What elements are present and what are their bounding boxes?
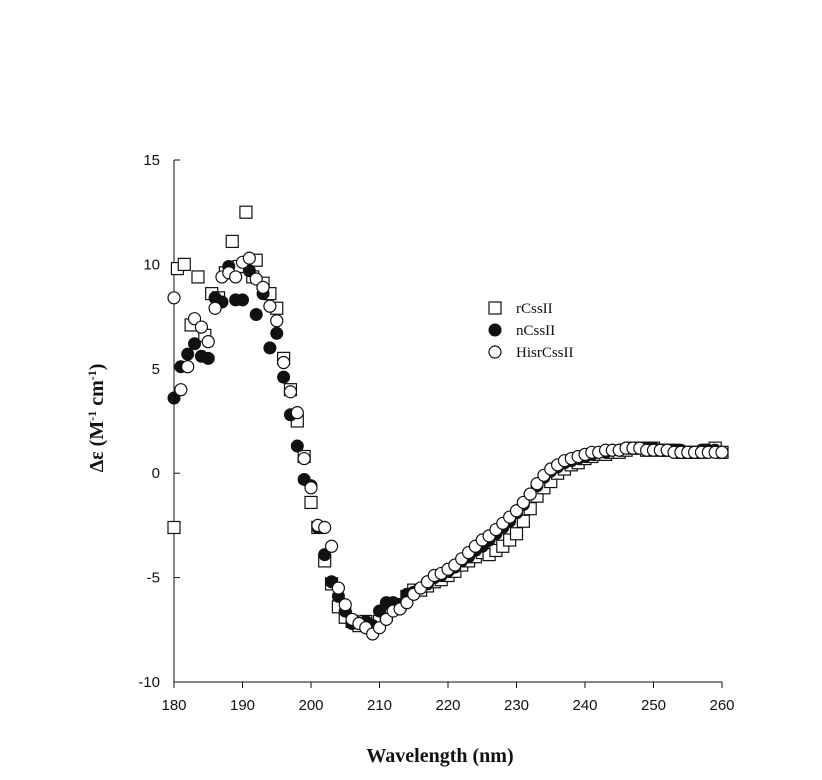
point-rCssII [191,270,205,284]
y-axis-title-sup2: -1 [85,370,99,380]
legend-marker-HisrCssII [488,345,502,359]
x-axis-title: Wavelength (nm) [366,745,513,767]
x-tick-label: 180 [161,697,186,714]
y-axis-title-mid: cm [86,380,108,411]
point-rCssII [239,205,253,219]
point-HisrCssII [297,451,311,466]
point-HisrCssII [290,406,304,420]
point-rCssII [516,514,530,528]
x-tick-label: 260 [709,697,734,714]
x-tick-label: 230 [504,697,529,714]
point-HisrCssII [181,360,195,374]
y-tick-label: 15 [143,152,160,169]
legend-label-nCssII: nCssII [516,323,555,339]
y-tick-label: 0 [152,465,160,482]
y-tick-label: 5 [152,361,160,378]
point-HisrCssII [304,481,318,495]
point-HisrCssII [201,335,215,349]
point-HisrCssII [324,539,339,553]
data-points [167,205,729,641]
legend-marker-nCssII [488,323,502,337]
point-HisrCssII [338,598,352,612]
y-axis-title: Δε (M-1 cm-1) [85,364,108,473]
x-tick-label: 190 [230,697,255,714]
legend: rCssII nCssII HisrCssII [488,301,574,361]
point-nCssII [201,351,215,365]
x-tick-label: 220 [435,697,460,714]
point-HisrCssII [174,383,188,397]
point-rCssII [509,527,524,541]
point-nCssII [270,326,284,340]
point-nCssII [236,293,249,307]
y-tick-label: 10 [143,256,160,273]
point-HisrCssII [270,314,284,328]
x-tick-label: 240 [572,697,597,714]
point-HisrCssII [194,320,208,334]
point-HisrCssII [263,299,277,313]
point-HisrCssII [167,291,181,305]
point-nCssII [277,370,291,384]
point-rCssII [304,495,318,510]
point-HisrCssII [283,385,298,399]
axes: 180 190 200 210 220 230 240 250 260 -10 -5 0 5 10 15 [138,152,734,714]
y-axis-title-main: Δε (M [86,421,108,473]
point-rCssII [225,234,239,249]
point-HisrCssII [523,487,537,501]
series-HisrCssII [167,251,729,641]
point-rCssII [167,520,181,535]
point-HisrCssII [242,251,256,265]
legend-marker-rCssII [488,301,502,315]
y-tick-label: -10 [138,674,160,691]
point-HisrCssII [208,301,222,315]
legend-label-HisrCssII: HisrCssII [516,345,574,361]
y-axis-title-end: ) [86,364,108,371]
point-nCssII [188,337,202,351]
point-nCssII [290,439,304,453]
y-tick-label: -5 [147,570,160,587]
x-tick-label: 250 [641,697,666,714]
point-nCssII [263,341,277,355]
point-nCssII [181,347,195,361]
point-HisrCssII [318,520,332,535]
point-HisrCssII [277,355,291,370]
point-HisrCssII [256,280,270,294]
y-axis-title-sup1: -1 [85,411,99,421]
point-HisrCssII [331,581,345,595]
point-HisrCssII [229,270,243,284]
point-nCssII [249,308,263,322]
x-tick-label: 200 [298,697,323,714]
legend-label-rCssII: rCssII [516,301,553,317]
point-rCssII [177,257,191,271]
x-tick-label: 210 [367,697,392,714]
point-HisrCssII [715,445,729,459]
